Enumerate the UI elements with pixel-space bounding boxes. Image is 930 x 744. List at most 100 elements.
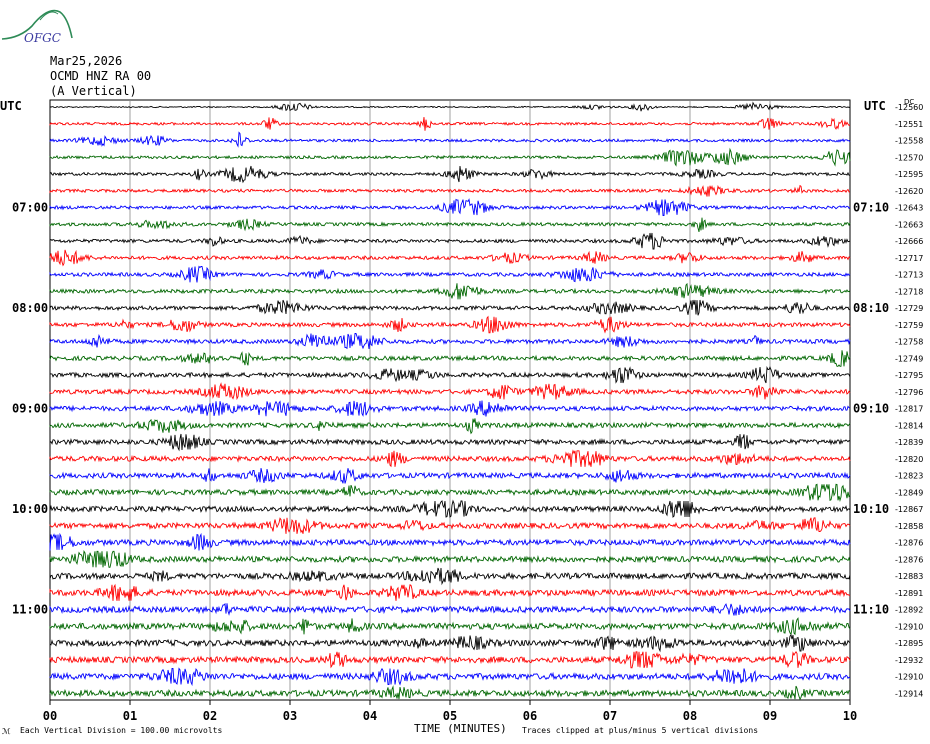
utc-right-label: UTC (864, 99, 886, 113)
trace-line (49, 483, 851, 503)
x-tick-label: 07 (603, 709, 617, 723)
trace-offset-label: -12663 (895, 220, 923, 229)
left-hour-label: 08:00 (12, 301, 48, 315)
trace-line (49, 117, 851, 131)
x-tick-label: 08 (683, 709, 697, 723)
trace-offset-label: -12910 (895, 622, 923, 631)
trace-offset-label: -12814 (895, 421, 923, 430)
trace-line (49, 165, 850, 184)
trace-offset-label: -12849 (895, 488, 923, 497)
trace-line (49, 418, 851, 435)
trace-offset-label: -12795 (895, 371, 923, 380)
ofgc-logo: OFGC (0, 2, 80, 48)
trace-line (49, 433, 851, 452)
left-hour-label: 11:00 (12, 603, 48, 617)
trace-line (49, 249, 851, 267)
right-hour-label: 09:10 (853, 402, 889, 416)
trace-offset-label: -12891 (895, 589, 923, 598)
trace-offset-label: -12570 (895, 153, 923, 162)
dc-marker: DC (904, 98, 914, 106)
right-hour-label: 07:10 (853, 201, 889, 215)
trace-line (49, 131, 851, 148)
x-tick-label: 05 (443, 709, 457, 723)
trace-offset-label: -12914 (895, 689, 923, 698)
minute-gridlines (49, 99, 851, 705)
trace-line (49, 350, 851, 367)
trace-offset-label: -12718 (895, 287, 923, 296)
right-hour-label: 11:10 (853, 603, 889, 617)
x-tick-label: 09 (763, 709, 777, 723)
trace-line (49, 517, 851, 534)
trace-offset-label: -12558 (895, 137, 923, 146)
trace-line (49, 449, 851, 468)
x-axis-title: TIME (MINUTES) (414, 722, 507, 735)
x-tick-label: 06 (523, 709, 537, 723)
trace-line (49, 365, 851, 384)
trace-line (49, 468, 851, 484)
trace-offset-label: -12717 (895, 254, 923, 263)
axis-labels: 00 01 02 03 04 05 06 07 08 09 10 -12560 -12551 -12558… (12, 98, 923, 723)
trace-offset-label: -12858 (895, 522, 923, 531)
trace-line (49, 232, 851, 250)
trace-line (49, 667, 851, 687)
trace-offset-label: -12867 (895, 505, 923, 514)
trace-line (49, 567, 851, 586)
left-hour-label: 07:00 (12, 201, 48, 215)
trace-line (49, 532, 851, 551)
trace-line (49, 147, 851, 167)
logo-text: OFGC (24, 31, 61, 44)
station-label: OCMD HNZ RA 00 (50, 69, 152, 83)
trace-line (49, 685, 851, 701)
trace-offset-label: -12876 (895, 539, 923, 548)
trace-offset-label: -12883 (895, 572, 923, 581)
trace-offset-label: -12820 (895, 455, 923, 464)
trace-line (49, 198, 851, 216)
trace-line (49, 265, 851, 283)
trace-offset-label: -12666 (895, 237, 923, 246)
trace-offset-label: -12729 (895, 304, 923, 313)
trace-offset-label: -12876 (895, 555, 923, 564)
trace-line (49, 634, 851, 653)
x-tick-label: 04 (363, 709, 377, 723)
trace-line (49, 299, 851, 316)
left-hour-label: 10:00 (12, 502, 48, 516)
clip-note: Traces clipped at plus/minus 5 vertical … (522, 726, 759, 735)
trace-offset-label: -12759 (895, 321, 923, 330)
trace-offset-label: -12758 (895, 338, 923, 347)
trace-offset-label: -12643 (895, 204, 923, 213)
trace-offset-label: -12551 (895, 120, 923, 129)
seismic-traces (49, 101, 851, 701)
trace-line (49, 217, 851, 233)
right-hour-label: 10:10 (853, 502, 889, 516)
trace-line (49, 650, 851, 669)
trace-offset-label: -12839 (895, 438, 923, 447)
trace-line (49, 184, 850, 197)
trace-offset-label: -12823 (895, 472, 923, 481)
trace-line (49, 499, 851, 518)
trace-line (49, 315, 851, 334)
x-tick-label: 01 (123, 709, 137, 723)
trace-offset-label: -12910 (895, 673, 923, 682)
trace-line (49, 333, 851, 350)
trace-offset-label: -12895 (895, 639, 923, 648)
trace-offset-label: -12595 (895, 170, 923, 179)
trace-offset-label: -12817 (895, 405, 923, 414)
trace-offset-label: -12932 (895, 656, 923, 665)
date-label: Mar25,2026 (50, 54, 123, 68)
scale-note: Each Vertical Division = 100.00 microvol… (20, 726, 223, 735)
left-hour-label: 09:00 (12, 402, 48, 416)
trace-line (49, 400, 851, 417)
right-hour-label: 08:10 (853, 301, 889, 315)
trace-line (49, 282, 851, 300)
trace-offset-label: -12749 (895, 354, 923, 363)
trace-offset-label: -12892 (895, 606, 923, 615)
trace-offset-label: -12560 (895, 103, 923, 112)
trace-line (49, 583, 851, 601)
trace-offset-label: -12796 (895, 388, 923, 397)
x-tick-label: 03 (283, 709, 297, 723)
trace-line (49, 549, 851, 568)
trace-line (49, 101, 851, 112)
trace-line (49, 602, 851, 616)
x-tick-label: 00 (43, 709, 57, 723)
